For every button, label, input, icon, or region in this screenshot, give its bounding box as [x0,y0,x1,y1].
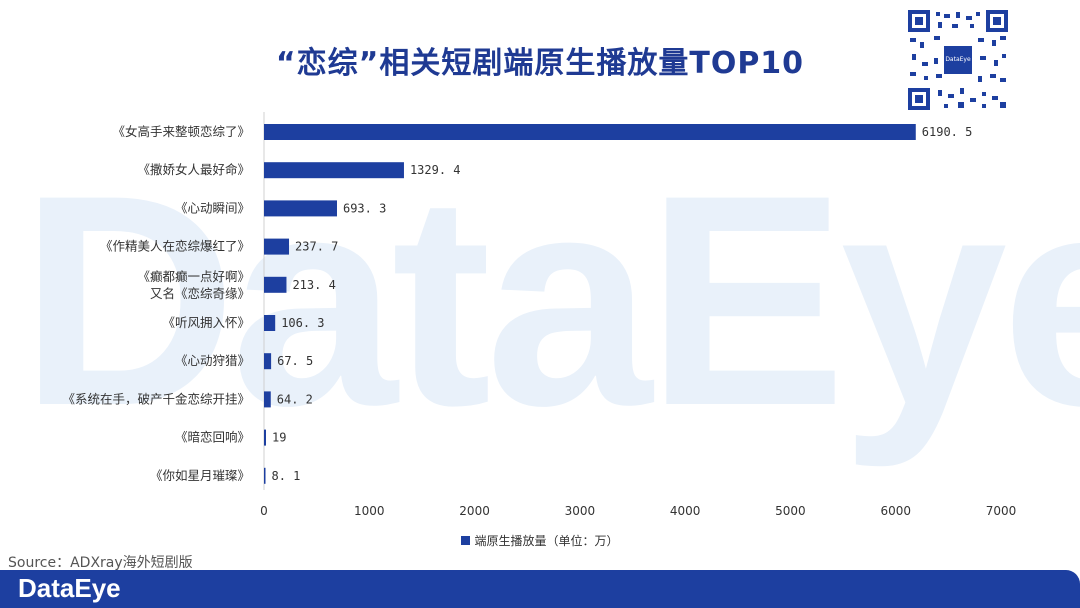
bar [264,200,337,217]
category-label: 《系统在手，破产千金恋综开挂》 [62,391,250,406]
qr-code-icon [908,10,1008,110]
x-tick-label: 2000 [459,504,490,518]
value-label: 67. 5 [277,354,313,368]
x-tick-label: 1000 [354,504,385,518]
category-label: 《女高手来整顿恋综了》 [112,124,250,139]
category-label: 《暗恋回响》 [175,430,250,445]
x-tick-label: 3000 [565,504,596,518]
footer-bar: DataEye [0,570,1080,608]
value-label: 106. 3 [281,316,324,330]
qr-logo: DataEye [944,46,972,74]
value-label: 213. 4 [292,278,335,292]
x-tick-label: 4000 [670,504,701,518]
chart-title: “恋综”相关短剧端原生播放量TOP10 [275,46,805,81]
bar [264,353,272,370]
legend-label: 端原生播放量（单位：万） [474,534,619,548]
qr-code: DataEye [908,10,1008,110]
x-tick-label: 5000 [775,504,806,518]
legend-swatch [461,536,471,545]
legend: 端原生播放量（单位：万） [0,532,1080,549]
category-label: 《心动狩猎》 [175,353,250,368]
x-tick-label: 0 [260,504,268,518]
bar [264,391,271,408]
category-label: 《你如星月璀璨》 [150,468,250,483]
category-label: 《听风拥入怀》 [162,315,250,330]
value-label: 6190. 5 [922,125,973,139]
category-label: 《心动瞬间》 [175,200,250,215]
brand-logo: DataEye [18,573,121,603]
bar [264,315,276,331]
value-label: 64. 2 [277,392,313,406]
category-label: 《撒娇女人最好命》 [137,162,250,177]
x-tick-label: 6000 [880,504,911,518]
bar [264,429,267,446]
bar [264,124,916,140]
value-label: 1329. 4 [410,163,461,177]
x-tick-label: 7000 [986,504,1017,518]
bar [264,238,290,255]
value-label: 8. 1 [272,469,301,483]
category-label: 《作精美人在恋综爆红了》 [100,239,250,254]
category-label: 又名《恋综奇缘》 [150,286,250,301]
bar [264,162,404,179]
bar [264,276,287,293]
value-label: 693. 3 [343,201,386,215]
source-note: Source：ADXray海外短剧版 [8,555,193,571]
bar [264,467,266,484]
bar-chart: 6190. 5 《女高手来整顿恋综了》 1329. 4 《撒娇女人最好命》 693. 3… [62,112,1017,518]
value-label: 237. 7 [295,240,338,254]
value-label: 19 [272,431,286,445]
category-label: 《癫都癫一点好啊》 [137,269,250,284]
